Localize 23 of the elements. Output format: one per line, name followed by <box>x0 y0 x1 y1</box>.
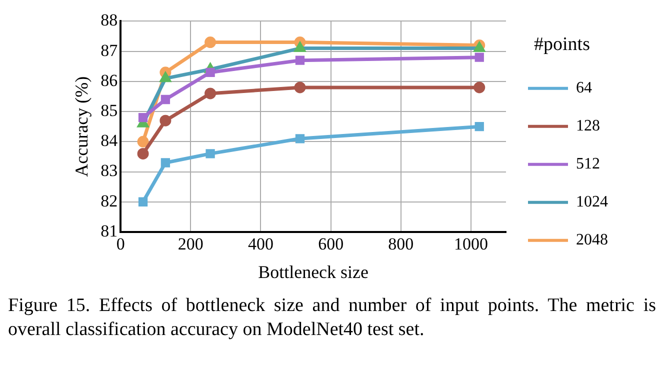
legend-label: 2048 <box>576 232 608 249</box>
x-tick-label: 400 <box>248 234 274 254</box>
y-axis-title: Accuracy (%) <box>72 76 92 177</box>
y-tick-label: 88 <box>100 10 118 30</box>
y-tick-label: 86 <box>100 70 118 90</box>
caption: Figure 15. Effects of bottleneck size and number of input points. The metric is overall classification accuracy on ModelNet40 test set. <box>8 294 656 342</box>
legend-title: #points <box>534 34 590 56</box>
y-tick-label: 82 <box>100 191 118 210</box>
x-tick-label: 200 <box>178 234 204 254</box>
x-tick-label: 600 <box>318 234 344 254</box>
y-tick-label: 81 <box>100 221 118 240</box>
legend-label: 64 <box>576 80 592 97</box>
y-tick-label: 85 <box>100 101 118 120</box>
legend-label: 1024 <box>576 194 608 211</box>
x-tick-label: 800 <box>388 234 414 254</box>
y-tick-label: 83 <box>100 161 118 180</box>
legend-label: 128 <box>576 118 600 135</box>
y-tick-label: 87 <box>100 40 118 60</box>
legend-label: 512 <box>576 156 600 173</box>
x-axis-title: Bottleneck size <box>258 262 369 282</box>
x-tick-label: 0 <box>116 234 125 254</box>
x-tick-label: 1000 <box>454 234 488 254</box>
y-tick-label: 84 <box>100 131 118 150</box>
